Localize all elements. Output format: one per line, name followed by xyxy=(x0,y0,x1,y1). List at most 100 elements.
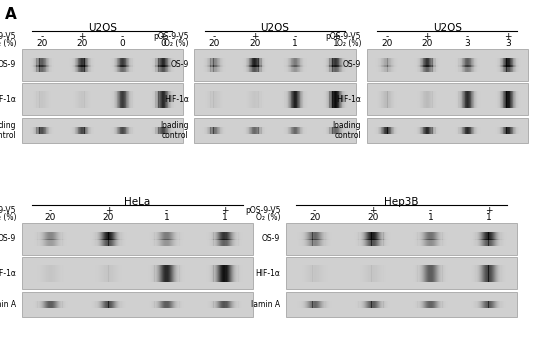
Bar xyxy=(241,231,243,240)
Bar xyxy=(370,239,371,246)
Bar xyxy=(110,127,111,134)
Bar xyxy=(168,239,169,246)
Bar xyxy=(267,58,268,66)
Bar xyxy=(229,58,230,66)
Bar xyxy=(232,239,233,246)
Bar xyxy=(50,231,51,240)
Bar xyxy=(293,264,294,282)
Bar xyxy=(108,127,109,134)
Bar xyxy=(52,58,53,66)
Bar xyxy=(205,239,206,246)
Bar xyxy=(305,231,306,240)
Bar xyxy=(90,231,91,240)
Bar xyxy=(160,264,161,282)
Bar xyxy=(59,264,60,282)
Bar xyxy=(518,91,519,108)
Bar xyxy=(333,264,334,282)
Bar xyxy=(379,127,380,134)
Bar xyxy=(223,231,224,240)
Bar xyxy=(473,127,474,134)
Bar xyxy=(64,301,65,308)
Bar xyxy=(203,301,204,308)
Bar xyxy=(343,127,344,134)
Bar xyxy=(148,65,149,72)
Bar xyxy=(369,231,370,240)
Bar xyxy=(353,231,354,240)
Bar xyxy=(499,264,501,282)
Bar xyxy=(175,239,176,246)
Bar xyxy=(375,58,376,66)
Bar xyxy=(479,264,480,282)
Bar xyxy=(478,65,479,72)
Bar xyxy=(293,239,294,246)
Bar xyxy=(375,65,376,72)
Bar xyxy=(519,58,520,66)
Bar xyxy=(457,58,458,66)
Bar xyxy=(205,58,206,66)
Bar xyxy=(93,264,94,282)
Bar xyxy=(268,91,269,108)
Bar xyxy=(215,127,216,134)
Bar xyxy=(87,91,88,108)
Bar xyxy=(509,65,510,72)
Bar xyxy=(253,58,254,66)
Bar xyxy=(240,301,242,308)
Bar xyxy=(30,65,31,72)
Bar xyxy=(114,231,115,240)
Bar xyxy=(382,301,384,308)
Bar xyxy=(421,91,422,108)
Bar xyxy=(314,264,315,282)
Bar xyxy=(379,58,380,66)
Bar xyxy=(288,91,289,108)
Bar xyxy=(132,58,133,66)
Bar xyxy=(57,264,58,282)
Bar xyxy=(466,58,467,66)
Bar xyxy=(433,127,434,134)
Text: pOS-9-V5: pOS-9-V5 xyxy=(245,206,280,215)
Bar xyxy=(319,301,320,308)
Bar xyxy=(376,239,377,246)
Bar xyxy=(472,264,473,282)
Bar xyxy=(48,58,49,66)
Bar xyxy=(210,65,211,72)
Bar xyxy=(465,65,466,72)
Bar xyxy=(384,91,385,108)
Bar xyxy=(168,301,169,308)
Bar xyxy=(503,231,505,240)
Bar xyxy=(462,65,463,72)
Bar xyxy=(351,231,352,240)
FancyBboxPatch shape xyxy=(367,49,528,81)
Bar xyxy=(111,127,112,134)
Bar xyxy=(391,301,392,308)
Bar xyxy=(86,58,87,66)
Bar xyxy=(182,264,183,282)
Bar xyxy=(55,231,56,240)
Bar xyxy=(413,239,414,246)
Bar xyxy=(296,264,298,282)
Bar xyxy=(383,65,384,72)
Bar xyxy=(502,301,504,308)
Bar xyxy=(346,58,347,66)
Bar xyxy=(226,91,227,108)
Bar xyxy=(231,301,232,308)
Bar xyxy=(116,65,118,72)
Bar xyxy=(96,91,98,108)
Bar xyxy=(53,264,54,282)
Bar xyxy=(210,91,211,108)
Bar xyxy=(226,58,227,66)
Bar xyxy=(183,301,184,308)
Bar xyxy=(258,127,259,134)
Bar xyxy=(203,58,204,66)
Bar xyxy=(288,127,289,134)
Bar xyxy=(362,264,363,282)
Bar xyxy=(439,65,440,72)
Bar xyxy=(243,65,244,72)
Bar xyxy=(377,127,378,134)
Bar xyxy=(420,91,421,108)
Bar xyxy=(150,264,151,282)
Bar xyxy=(295,91,296,108)
Bar xyxy=(239,127,240,134)
Bar xyxy=(135,127,136,134)
Bar xyxy=(40,301,41,308)
Bar xyxy=(211,231,212,240)
